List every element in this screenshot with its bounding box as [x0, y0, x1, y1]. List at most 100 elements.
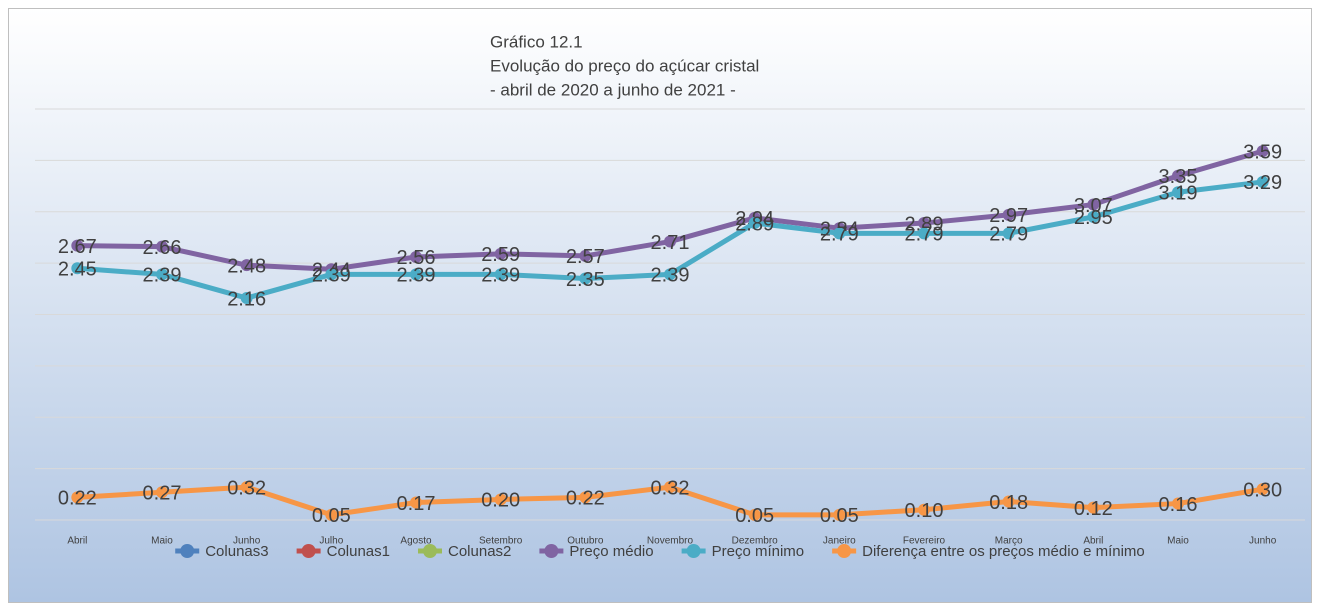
- data-label: 2.97: [989, 205, 1028, 227]
- legend-marker: [837, 544, 852, 558]
- chart-title: - abril de 2020 a junho de 2021 -: [490, 80, 736, 99]
- legend-marker: [301, 544, 316, 558]
- x-tick-label: Novembro: [647, 536, 694, 547]
- data-point: [1087, 210, 1100, 223]
- data-label: 2.57: [566, 246, 605, 268]
- x-tick-label: Outubro: [567, 536, 604, 547]
- data-label: 0.27: [143, 483, 182, 505]
- data-point: [1256, 175, 1269, 188]
- data-point: [410, 496, 422, 509]
- data-point: [833, 508, 846, 521]
- data-point: [579, 491, 592, 504]
- data-label: 2.59: [481, 244, 520, 266]
- data-label: 2.39: [651, 265, 690, 287]
- data-point: [156, 240, 168, 253]
- legend-label: Diferença entre os preços médio e mínimo: [862, 543, 1145, 560]
- data-label: 2.39: [143, 265, 182, 287]
- data-point: [240, 481, 253, 494]
- legend-item: Colunas3: [175, 543, 269, 560]
- data-label: 0.22: [58, 488, 97, 510]
- data-label: 0.32: [227, 477, 266, 499]
- data-point: [748, 217, 761, 230]
- data-label: 0.12: [1074, 498, 1113, 520]
- x-tick-label: Junho: [1249, 536, 1277, 547]
- legend-marker: [544, 544, 559, 558]
- legend-label: Colunas2: [448, 543, 511, 560]
- data-label: 3.19: [1159, 183, 1198, 205]
- legend-label: Colunas3: [205, 543, 268, 560]
- data-point: [664, 235, 676, 248]
- data-point: [494, 493, 507, 506]
- data-label: 2.35: [566, 269, 605, 291]
- data-point: [918, 217, 930, 230]
- data-point: [71, 239, 84, 252]
- data-label: 0.32: [651, 477, 690, 499]
- data-label: 2.79: [820, 224, 859, 246]
- data-point: [664, 268, 676, 281]
- legend-marker: [180, 544, 195, 558]
- data-label: 0.18: [989, 492, 1028, 514]
- data-point: [325, 268, 338, 281]
- data-label: 2.39: [481, 265, 520, 287]
- data-label: 0.05: [735, 505, 774, 527]
- data-label: 0.20: [481, 490, 520, 512]
- data-label: 3.35: [1159, 166, 1198, 188]
- x-tick-label: Junho: [233, 536, 261, 547]
- data-point: [71, 491, 84, 504]
- data-point: [1002, 495, 1015, 508]
- x-tick-label: Fevereiro: [903, 536, 946, 547]
- data-point: [240, 292, 253, 305]
- data-point: [1087, 198, 1100, 211]
- data-point: [494, 268, 507, 281]
- x-tick-label: Agosto: [400, 536, 432, 547]
- data-point: [748, 508, 761, 521]
- data-label: 2.45: [58, 259, 97, 281]
- data-label: 0.17: [397, 493, 436, 515]
- legend-item: Diferença entre os preços médio e mínimo: [832, 543, 1145, 560]
- x-tick-label: Dezembro: [732, 536, 779, 547]
- data-point: [1172, 497, 1184, 510]
- data-label: 3.29: [1243, 172, 1282, 194]
- data-point: [71, 262, 84, 275]
- x-tick-label: Maio: [151, 536, 173, 547]
- data-label: 2.89: [905, 213, 944, 235]
- chart-title: Evolução do preço do açúcar cristal: [490, 56, 759, 75]
- data-point: [1172, 186, 1184, 199]
- data-point: [240, 259, 253, 272]
- legend-label: Preço mínimo: [712, 543, 805, 560]
- data-label: 2.79: [905, 224, 944, 246]
- data-point: [664, 481, 676, 494]
- data-label: 2.39: [312, 265, 351, 287]
- data-point: [325, 508, 338, 521]
- x-tick-label: Abril: [1083, 536, 1103, 547]
- data-point: [410, 268, 422, 281]
- data-label: 0.22: [566, 488, 605, 510]
- legend-marker: [686, 544, 701, 558]
- data-label: 2.67: [58, 236, 97, 258]
- data-point: [156, 268, 168, 281]
- x-tick-label: Julho: [319, 536, 343, 547]
- data-point: [410, 250, 422, 263]
- data-label: 2.48: [227, 255, 266, 277]
- data-label: 0.16: [1159, 494, 1198, 516]
- x-tick-label: Abril: [67, 536, 87, 547]
- data-point: [918, 227, 930, 240]
- data-point: [1256, 483, 1269, 496]
- x-tick-label: Janeiro: [823, 536, 856, 547]
- legend-marker: [423, 544, 437, 558]
- x-tick-label: Maio: [1167, 536, 1189, 547]
- data-point: [1002, 227, 1015, 240]
- data-label: 2.39: [397, 265, 436, 287]
- data-label: 0.30: [1243, 479, 1282, 501]
- data-point: [918, 503, 930, 516]
- data-label: 0.05: [820, 505, 859, 527]
- data-point: [579, 272, 592, 285]
- legend: Colunas3 Colunas1 Colunas2 Preço médio Preço…: [175, 543, 1145, 560]
- legend-item: Preço médio: [539, 543, 654, 560]
- legend-item: Preço mínimo: [681, 543, 805, 560]
- data-label: 0.05: [312, 505, 351, 527]
- data-point: [1172, 169, 1184, 182]
- chart-title: Gráfico 12.1: [490, 32, 583, 51]
- data-label: 2.79: [989, 224, 1028, 246]
- legend-item: Colunas2: [418, 543, 511, 560]
